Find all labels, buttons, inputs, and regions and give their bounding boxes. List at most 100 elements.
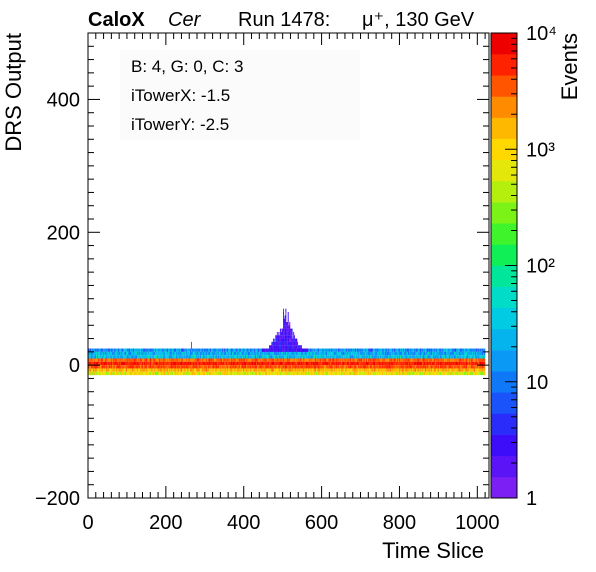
- heatmap-cell: [98, 365, 100, 369]
- heatmap-cell: [235, 351, 237, 356]
- heatmap-cell: [303, 348, 305, 352]
- heatmap-cell: [130, 351, 132, 356]
- heatmap-cell: [95, 348, 97, 352]
- heatmap-cell: [301, 351, 303, 356]
- heatmap-cell: [101, 368, 103, 372]
- heatmap-cell: [178, 368, 180, 372]
- heatmap-cell: [215, 371, 217, 376]
- heatmap-cell: [281, 335, 283, 339]
- heatmap-cell: [133, 355, 135, 359]
- heatmap-cell: [225, 348, 227, 352]
- heatmap-cell: [355, 371, 357, 376]
- heatmap-cell: [299, 355, 301, 359]
- heatmap-cell: [141, 348, 143, 352]
- heatmap-cell: [391, 358, 393, 362]
- heatmap-cell: [217, 371, 219, 376]
- heatmap-cell: [260, 351, 262, 356]
- heatmap-cell: [472, 348, 474, 352]
- heatmap-cell: [193, 348, 195, 352]
- heatmap-cell: [307, 368, 309, 372]
- heatmap-cell: [256, 348, 258, 352]
- heatmap-cell: [397, 361, 399, 366]
- heatmap-cell: [245, 355, 247, 359]
- heatmap-cell: [107, 365, 109, 369]
- heatmap-cell: [313, 348, 315, 352]
- heatmap-cell: [143, 358, 145, 362]
- heatmap-cell: [265, 361, 267, 366]
- heatmap-cell: [102, 365, 103, 369]
- heatmap-cell: [447, 368, 449, 372]
- heatmap-cell: [419, 348, 421, 352]
- heatmap-cell: [446, 361, 448, 366]
- heatmap-cell: [225, 355, 227, 359]
- heatmap-cell: [440, 358, 442, 362]
- heatmap-cell: [479, 348, 481, 352]
- heatmap-cell: [354, 358, 356, 362]
- heatmap-cell: [166, 348, 168, 352]
- heatmap-cell: [192, 355, 194, 359]
- heatmap-cell: [175, 348, 177, 352]
- heatmap-cell: [341, 351, 343, 356]
- heatmap-cell: [319, 358, 321, 362]
- heatmap-cell: [116, 355, 118, 359]
- heatmap-cell: [348, 348, 350, 352]
- heatmap-cell: [362, 368, 364, 372]
- heatmap-cell: [190, 361, 191, 366]
- heatmap-cell: [141, 361, 143, 366]
- heatmap-cell: [110, 368, 112, 372]
- heatmap-cell: [148, 358, 150, 362]
- heatmap-cell: [245, 371, 247, 376]
- heatmap-cell: [411, 368, 413, 372]
- heatmap-cell: [231, 348, 233, 352]
- heatmap-cell: [151, 355, 153, 359]
- heatmap-cell: [406, 351, 408, 356]
- heatmap-cell: [218, 351, 220, 356]
- heatmap-cell: [182, 358, 184, 362]
- heatmap-cell: [242, 351, 244, 356]
- heatmap-cell: [263, 368, 265, 372]
- heatmap-cell: [246, 371, 248, 376]
- heatmap-cell: [279, 365, 281, 369]
- heatmap-cell: [405, 368, 407, 372]
- heatmap-cell: [201, 351, 203, 356]
- heatmap-cell: [214, 368, 216, 372]
- heatmap-cell: [204, 348, 206, 352]
- heatmap-cell: [285, 308, 287, 312]
- heatmap-cell: [108, 351, 110, 356]
- heatmap-cell: [245, 348, 247, 352]
- heatmap-cell: [360, 368, 362, 372]
- heatmap-cell: [218, 355, 220, 359]
- heatmap-cell: [382, 355, 384, 359]
- heatmap-cell: [298, 371, 300, 376]
- heatmap-cell: [312, 365, 314, 369]
- heatmap-cell: [177, 358, 179, 362]
- heatmap-cell: [367, 361, 369, 366]
- heatmap-cell: [182, 351, 184, 356]
- heatmap-cell: [225, 351, 227, 356]
- heatmap-cell: [396, 361, 398, 366]
- heatmap-cell: [312, 358, 314, 362]
- heatmap-cell: [426, 358, 428, 362]
- heatmap-cell: [268, 358, 270, 362]
- heatmap-cell: [344, 371, 346, 376]
- heatmap-cell: [183, 355, 185, 359]
- heatmap-cell: [240, 365, 242, 369]
- heatmap-cell: [377, 348, 379, 352]
- heatmap-cell: [235, 371, 237, 376]
- heatmap-cell: [281, 358, 283, 362]
- heatmap-cell: [309, 351, 311, 356]
- heatmap-cell: [316, 365, 318, 369]
- heatmap-cell: [146, 371, 148, 376]
- heatmap-cell: [171, 368, 173, 372]
- heatmap-cell: [480, 365, 482, 369]
- heatmap-cell: [317, 368, 319, 372]
- heatmap-cell: [281, 368, 283, 372]
- heatmap-cell: [449, 358, 451, 362]
- heatmap-cell: [296, 341, 298, 346]
- heatmap-cell: [197, 351, 199, 356]
- heatmap-cell: [218, 371, 220, 376]
- heatmap-cell: [115, 355, 117, 359]
- heatmap-cell: [314, 371, 316, 376]
- heatmap-cell: [370, 365, 372, 369]
- heatmap-cell: [404, 358, 406, 362]
